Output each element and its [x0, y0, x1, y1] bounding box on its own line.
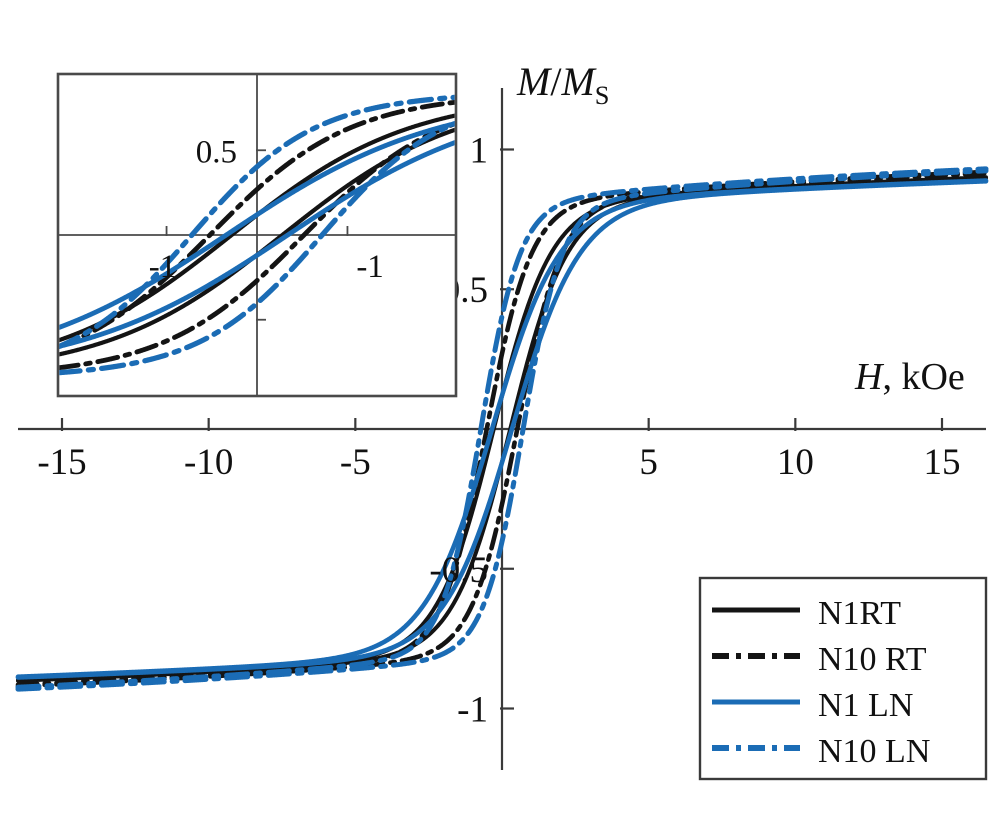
x-tick-label: -5 [340, 442, 371, 483]
curve-n10-rt-upper [59, 99, 455, 349]
x-axis-title: H, kOe [855, 355, 965, 399]
x-axis-title-symbol: H [855, 356, 883, 398]
y-tick-label: -0.5 [429, 550, 488, 591]
y-axis-title-slash: / [550, 59, 562, 104]
x-axis-ticks [60, 418, 944, 431]
x-tick-label: 10 [777, 442, 814, 483]
curve-n10-ln-lower [15, 168, 989, 692]
inset-x-tick-label-left: -1 [149, 249, 177, 285]
inset-ticks [165, 149, 349, 321]
y-axis-ticks [500, 148, 514, 710]
x-tick-label: -15 [37, 442, 86, 483]
legend-items: N1RT N10 RT N1 LN N10 LN [712, 595, 930, 770]
hysteresis-curves [15, 166, 989, 692]
x-axis-title-unit: , kOe [882, 356, 965, 398]
inset-plot: 0.5 -1 -1 [56, 72, 458, 398]
y-axis-title-ms: M [561, 59, 595, 104]
inset-hysteresis-curves [59, 94, 455, 376]
x-tick-label: -10 [184, 442, 233, 483]
y-tick-label: 1 [470, 130, 489, 171]
inset-tick-labels: 0.5 -1 -1 [149, 134, 384, 285]
curve-n1-ln-upper [59, 121, 455, 330]
legend: N1RT N10 RT N1 LN N10 LN [698, 576, 988, 781]
inset-x-tick-label-right: -1 [356, 249, 384, 285]
x-tick-label: 15 [924, 442, 961, 483]
y-axis-title: M/MS [517, 58, 609, 111]
main-axes [18, 88, 986, 770]
y-tick-label: -1 [457, 690, 488, 731]
curve-n1-ln-upper [15, 178, 989, 680]
inset-y-tick-label: 0.5 [196, 134, 237, 170]
y-axis-title-m: M [517, 59, 551, 104]
curve-n1-ln-lower [59, 140, 455, 349]
legend-label-2: N1 LN [818, 687, 913, 724]
x-tick-label: 5 [639, 442, 658, 483]
x-tick-labels: -15 -10 -5 5 10 15 [37, 442, 960, 483]
curve-n10-ln-upper [59, 94, 455, 350]
y-tick-labels: -1-0.50.51 [429, 130, 488, 730]
curve-n10-ln-upper [15, 166, 989, 690]
legend-label-0: N1RT [818, 595, 901, 632]
legend-label-3: N10 LN [818, 733, 930, 770]
curve-n10-ln-lower [59, 120, 455, 376]
y-axis-title-sub: S [594, 80, 610, 110]
curve-n10-rt-lower [59, 121, 455, 371]
legend-label-1: N10 RT [818, 641, 927, 678]
